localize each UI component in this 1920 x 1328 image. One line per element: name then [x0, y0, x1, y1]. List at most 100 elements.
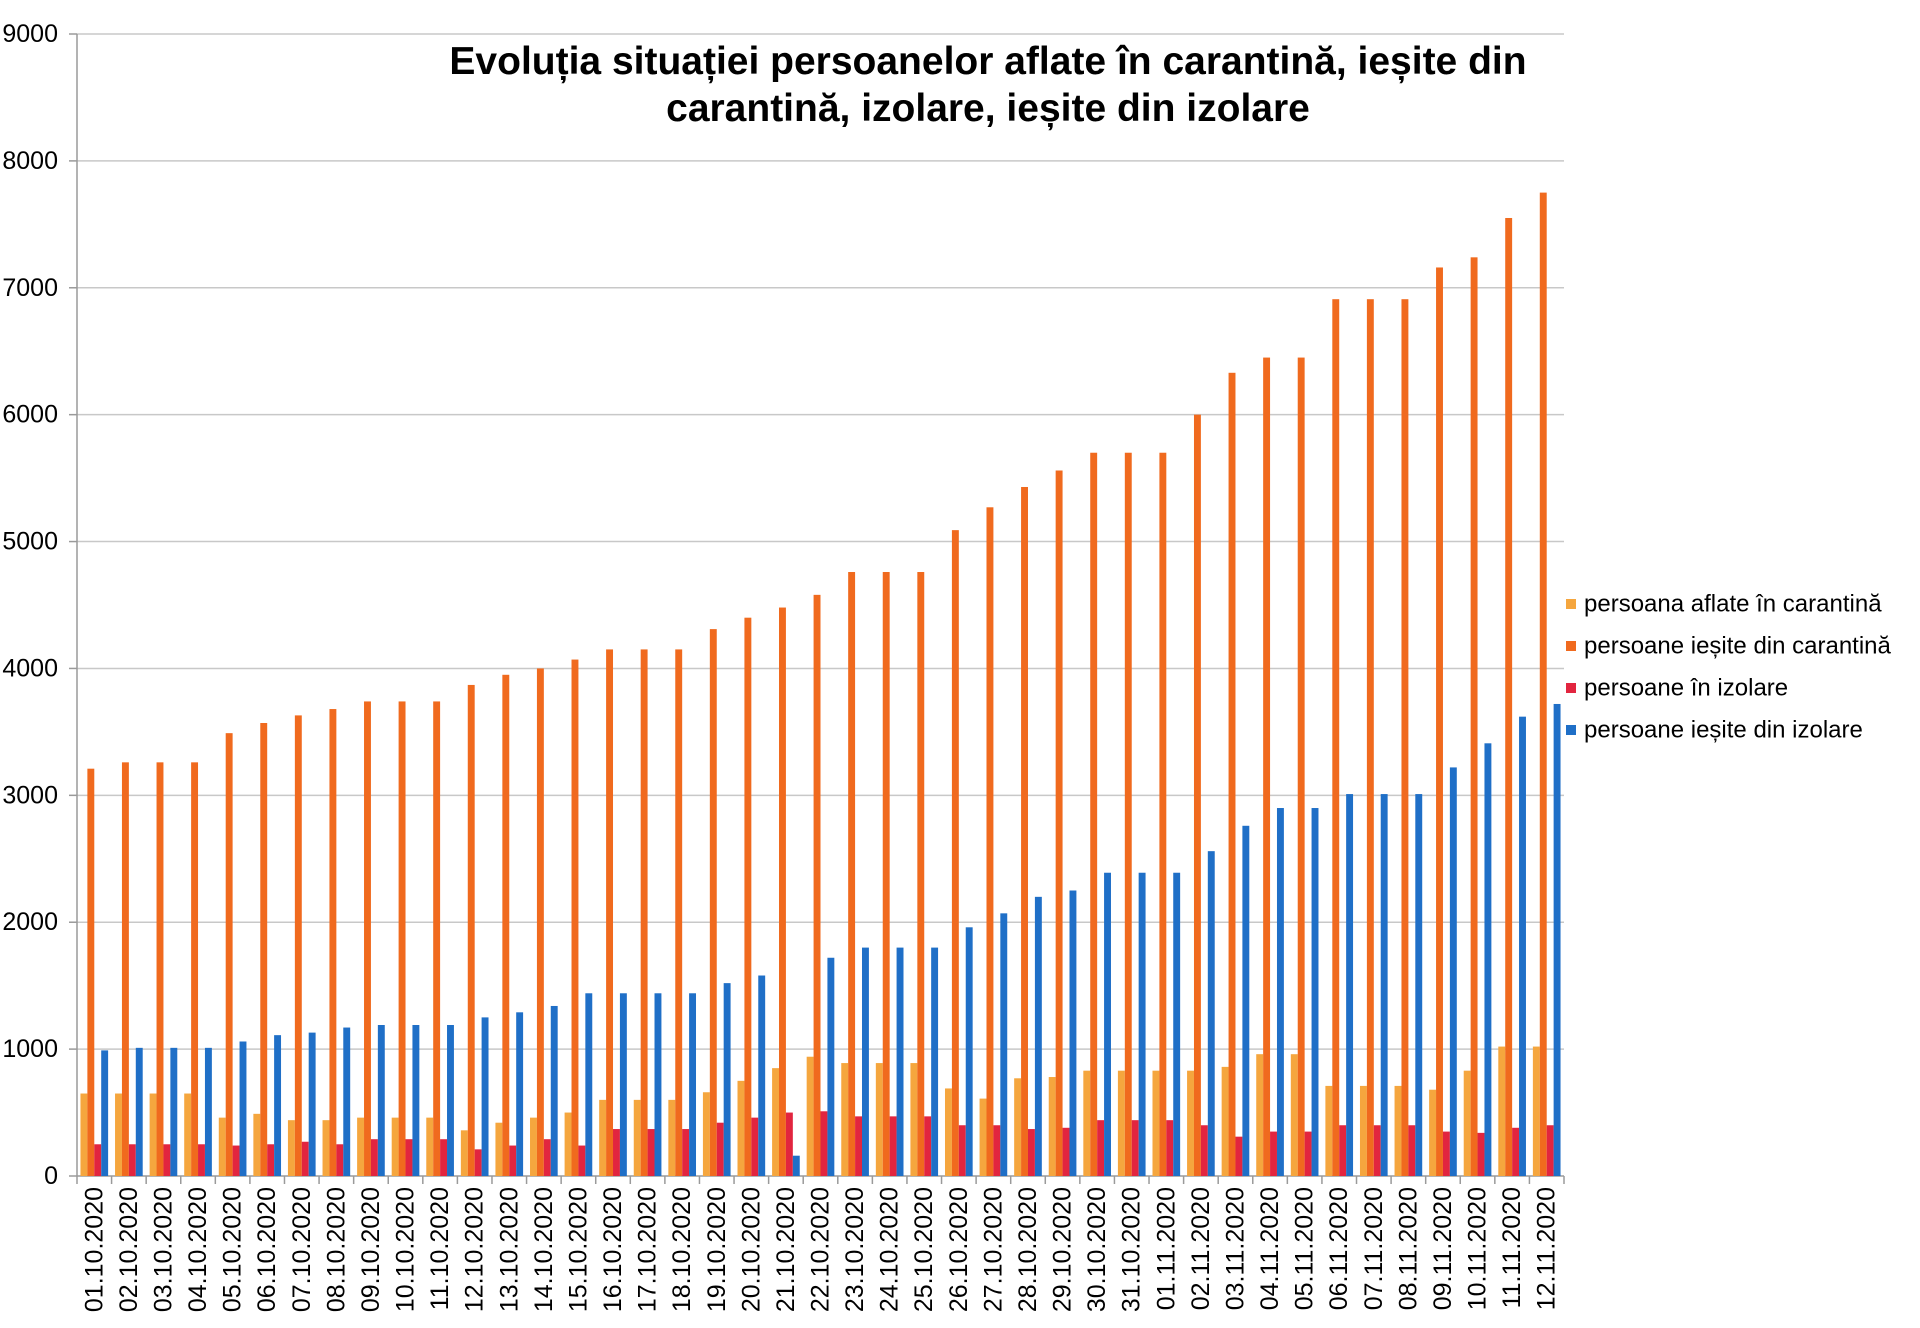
- bar-s4-c37: [1346, 794, 1354, 1176]
- bar-s3-c21: [785, 1112, 793, 1176]
- bar-s1-c14: [530, 1117, 537, 1176]
- bar-s3-c28: [1027, 1129, 1035, 1176]
- bar-s2-c22: [813, 594, 821, 1176]
- bar-s2-c8: [329, 709, 337, 1176]
- bar-s4-c1: [101, 1050, 109, 1176]
- bar-s2-c35: [1263, 357, 1271, 1177]
- x-tick-label: 18.10.2020: [668, 1187, 696, 1312]
- bar-s2-c6: [260, 723, 268, 1176]
- y-tick-label: 5000: [2, 528, 58, 556]
- bar-s1-c7: [287, 1120, 295, 1176]
- x-tick-label: 04.11.2020: [1256, 1187, 1284, 1310]
- x-tick-label: 12.11.2020: [1533, 1187, 1561, 1310]
- bar-s2-c9: [364, 701, 371, 1176]
- bar-s1-c10: [391, 1117, 399, 1176]
- bar-s1-c20: [737, 1080, 745, 1176]
- y-tick-label: 8000: [2, 147, 58, 175]
- bar-s3-c32: [1166, 1120, 1174, 1176]
- bar-s3-c38: [1373, 1125, 1381, 1176]
- bar-s4-c31: [1138, 872, 1146, 1176]
- bar-s4-c29: [1069, 890, 1077, 1176]
- bar-s4-c22: [827, 957, 835, 1176]
- bar-s4-c19: [723, 983, 731, 1176]
- bar-s1-c39: [1394, 1085, 1402, 1176]
- x-tick-label: 21.10.2020: [772, 1187, 800, 1312]
- bar-s2-c30: [1090, 452, 1098, 1176]
- x-tick-label: 02.11.2020: [1187, 1187, 1215, 1310]
- bar-s1-c35: [1256, 1054, 1264, 1176]
- bar-s1-c15: [564, 1112, 572, 1176]
- bar-s3-c19: [716, 1122, 724, 1176]
- bar-s2-c11: [433, 701, 441, 1176]
- x-tick-label: 05.10.2020: [219, 1187, 247, 1312]
- bar-s4-c39: [1415, 794, 1423, 1176]
- bar-s2-c19: [709, 629, 717, 1176]
- bar-s1-c40: [1429, 1089, 1437, 1176]
- x-tick-label: 01.10.2020: [80, 1187, 108, 1312]
- bar-s1-c2: [115, 1093, 122, 1176]
- bar-s3-c41: [1477, 1132, 1485, 1176]
- bar-s1-c25: [910, 1063, 918, 1176]
- bar-s2-c24: [882, 572, 890, 1176]
- bar-s3-c10: [405, 1139, 413, 1176]
- bar-s4-c4: [204, 1047, 212, 1176]
- bar-s1-c6: [253, 1113, 261, 1176]
- legend: persoana aflate în carantină persoane ieș…: [1566, 591, 1892, 744]
- bar-s4-c16: [619, 993, 627, 1176]
- bar-s4-c25: [931, 947, 939, 1176]
- bar-s2-c15: [571, 659, 579, 1176]
- bar-s1-c29: [1048, 1077, 1056, 1176]
- x-tick-label: 03.10.2020: [149, 1187, 177, 1312]
- bar-s4-c7: [308, 1032, 316, 1176]
- bar-s2-c3: [156, 762, 164, 1176]
- x-tick-label: 25.10.2020: [910, 1187, 938, 1312]
- x-tick-label: 01.11.2020: [1152, 1187, 1180, 1310]
- bar-s1-c27: [979, 1098, 987, 1176]
- bar-s1-c31: [1117, 1070, 1125, 1176]
- bar-s1-c3: [149, 1093, 157, 1176]
- bar-s4-c10: [412, 1025, 420, 1176]
- bar-s2-c17: [640, 649, 648, 1176]
- bar-s2-c2: [121, 762, 129, 1176]
- bar-s1-c11: [426, 1117, 434, 1176]
- x-tick-label: 16.10.2020: [599, 1187, 627, 1312]
- bar-s2-c25: [917, 572, 925, 1176]
- bar-s1-c22: [806, 1056, 814, 1176]
- bar-s1-c34: [1221, 1066, 1229, 1176]
- bar-s4-c17: [654, 993, 662, 1176]
- x-tick-label: 07.10.2020: [288, 1187, 316, 1312]
- bar-s3-c18: [682, 1129, 690, 1176]
- bar-s3-c12: [474, 1149, 482, 1176]
- y-tick-label: 7000: [2, 274, 58, 302]
- bar-s4-c23: [861, 947, 869, 1176]
- bar-s4-c34: [1242, 825, 1250, 1176]
- bar-s1-c26: [944, 1088, 952, 1176]
- bar-s3-c43: [1546, 1125, 1554, 1176]
- bar-s4-c3: [170, 1047, 178, 1176]
- x-tick-label: 12.10.2020: [461, 1187, 489, 1312]
- x-tick-label: 19.10.2020: [703, 1187, 731, 1312]
- x-tick-label: 22.10.2020: [807, 1187, 835, 1312]
- y-tick-label: 0: [44, 1162, 58, 1190]
- y-tick-label: 9000: [2, 20, 58, 48]
- bar-s1-c1: [80, 1093, 88, 1176]
- x-tick-label: 27.10.2020: [979, 1187, 1007, 1312]
- x-tick-label: 28.10.2020: [1014, 1187, 1042, 1312]
- bar-s3-c5: [232, 1145, 240, 1176]
- x-tick-label: 11.11.2020: [1498, 1187, 1526, 1308]
- x-tick-label: 26.10.2020: [945, 1187, 973, 1312]
- y-tick-label: 1000: [2, 1035, 58, 1063]
- bar-s3-c26: [958, 1125, 966, 1176]
- x-tick-label: 06.10.2020: [253, 1187, 281, 1312]
- bar-s4-c26: [965, 927, 973, 1176]
- bar-s1-c33: [1187, 1070, 1194, 1176]
- bar-s2-c29: [1055, 470, 1063, 1176]
- x-tick-label: 06.11.2020: [1325, 1187, 1353, 1310]
- bar-s2-c14: [536, 668, 544, 1176]
- y-tick-label: 6000: [2, 401, 58, 429]
- bar-s1-c37: [1325, 1085, 1333, 1176]
- bar-s2-c27: [986, 507, 994, 1177]
- bar-s1-c21: [772, 1068, 780, 1176]
- bar-s2-c16: [606, 649, 614, 1176]
- bar-s3-c14: [543, 1139, 551, 1176]
